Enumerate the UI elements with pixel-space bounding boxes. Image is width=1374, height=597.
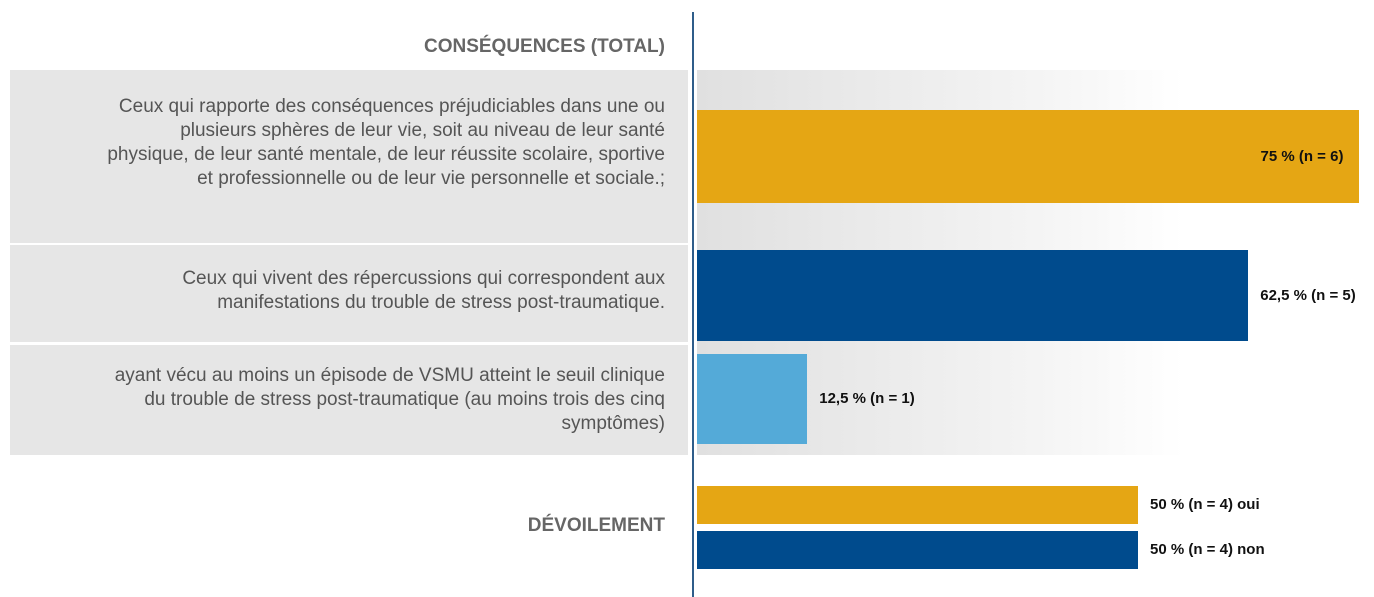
value-label: 12,5 % (n = 1) xyxy=(819,390,915,407)
value-label: 50 % (n = 4) oui xyxy=(1150,496,1260,513)
bar xyxy=(697,531,1138,569)
bar xyxy=(697,250,1249,341)
section-title: DÉVOILEMENT xyxy=(527,515,665,536)
category-box xyxy=(10,70,688,243)
category-label: Ceux qui rapporte des conséquences préju… xyxy=(107,96,665,189)
value-label: 62,5 % (n = 5) xyxy=(1260,286,1356,304)
value-label: 75 % (n = 6) xyxy=(1260,147,1344,165)
category-box xyxy=(10,245,688,342)
category-label: ayant vécu au moins un épisode de VSMU a… xyxy=(114,365,665,434)
bar xyxy=(697,486,1138,524)
axis-line xyxy=(692,12,694,597)
category-label: Ceux qui vivent des répercussions qui co… xyxy=(182,268,665,313)
value-label: 50 % (n = 4) non xyxy=(1150,541,1265,558)
bar xyxy=(697,354,808,444)
section-title: CONSÉQUENCES (TOTAL) xyxy=(423,36,665,57)
category-box xyxy=(10,345,688,455)
bar xyxy=(697,110,1359,203)
